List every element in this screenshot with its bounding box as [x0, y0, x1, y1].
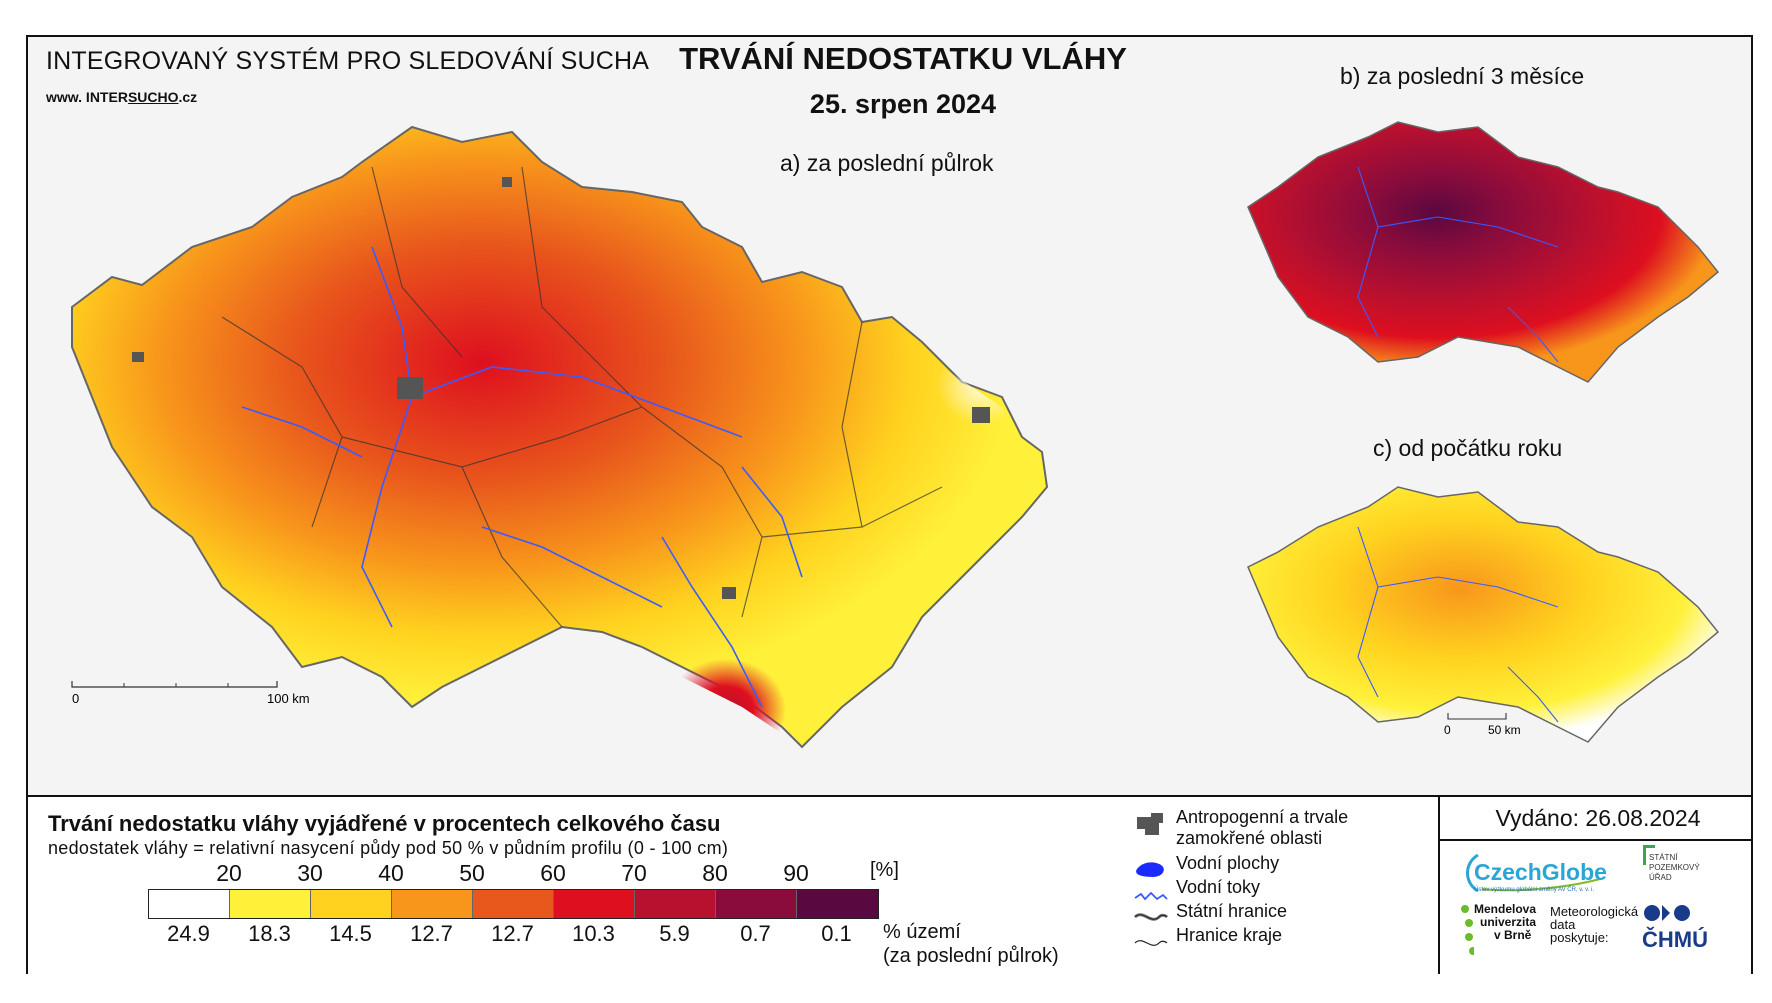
- threshold-label: 20: [216, 860, 242, 886]
- area-percent-value: 24.9: [167, 921, 210, 946]
- ramp-swatch-8: [797, 890, 878, 918]
- spu-mark-icon: [1643, 845, 1655, 865]
- mendelu-line3: v Brně: [1494, 928, 1532, 942]
- map-c-scale-bar: 0 50 km: [1444, 713, 1521, 737]
- ramp-swatch-2: [311, 890, 392, 918]
- website-highlight: SUCHO: [127, 89, 179, 105]
- czechglobe-swoosh-icon: [1466, 853, 1601, 893]
- map-a-scale-bar: 0 100 km: [71, 681, 310, 706]
- state-border-inner-icon: [1134, 914, 1168, 920]
- map-frame: INTEGROVANÝ SYSTÉM PRO SLEDOVÁNÍ SUCHA w…: [26, 35, 1753, 974]
- color-ramp: [148, 889, 879, 919]
- map-a-country-shape: [71, 125, 1049, 749]
- threshold-label: 50: [459, 860, 485, 886]
- map-c-country-shape: [1247, 486, 1720, 743]
- spu-line3: ÚŘAD: [1649, 873, 1672, 882]
- threshold-label: 40: [378, 860, 404, 886]
- water-courses-label: Vodní toky: [1176, 877, 1261, 897]
- region-border-icon: [1134, 940, 1168, 946]
- ramp-swatch-4: [473, 890, 554, 918]
- scale-c-zero: 0: [1444, 723, 1451, 737]
- czechglobe-name: CzechGlobe: [1474, 859, 1607, 885]
- map-b-label: b) za poslední 3 měsíce: [1340, 63, 1585, 89]
- area-percent-value: 12.7: [410, 921, 453, 946]
- region-border-label: Hranice kraje: [1176, 925, 1283, 945]
- chmu-prefix-line2: data: [1550, 917, 1576, 932]
- legend-title: Trvání nedostatku vláhy vyjádřené v proc…: [48, 811, 721, 836]
- area-percent-value: 14.5: [329, 921, 372, 946]
- issued-divider: [1440, 839, 1752, 841]
- scale-c-end: 50 km: [1488, 723, 1521, 737]
- area-percent-label-line2: (za poslední půlrok): [883, 945, 1059, 967]
- water-course-icon: [1134, 891, 1168, 901]
- mendelu-text: Mendelova univerzita v Brně: [1474, 903, 1536, 942]
- area-percent-value: 10.3: [572, 921, 615, 946]
- ramp-swatch-7: [716, 890, 797, 918]
- threshold-label: 80: [702, 860, 728, 886]
- legend-subtitle: nedostatek vláhy = relativní nasycení pů…: [48, 838, 729, 858]
- ramp-swatch-6: [635, 890, 716, 918]
- website-link[interactable]: www. INTERSUCHO.cz: [46, 89, 197, 105]
- water-body-icon: [1136, 862, 1164, 877]
- urban-area-icon: [1137, 813, 1163, 835]
- anthropogenic-label-line1: Antropogenní a trvale: [1176, 807, 1349, 827]
- ramp-swatch-3: [392, 890, 473, 918]
- website-suffix: .cz: [178, 89, 198, 105]
- ramp-swatch-5: [554, 890, 635, 918]
- chmu-provider-text: Meteorologická data poskytuje:: [1550, 905, 1638, 944]
- spu-text: STÁTNÍ POZEMKOVÝ ÚŘAD: [1649, 853, 1700, 883]
- mendelu-line1: Mendelova: [1474, 902, 1537, 916]
- main-title: TRVÁNÍ NEDOSTATKU VLÁHY: [679, 41, 1127, 76]
- anthropogenic-label: Antropogenní a trvale zamokřené oblasti: [1176, 807, 1348, 849]
- issued-date: Vydáno: 26.08.2024: [1495, 805, 1701, 831]
- scale-a-end: 100 km: [267, 691, 310, 706]
- legend-unit: [%]: [870, 859, 899, 881]
- area-percent-value: 0.7: [740, 921, 771, 946]
- area-percent-label: % území (za poslední půlrok): [883, 920, 1059, 968]
- map-a-region-borders: [221, 166, 943, 628]
- area-percent-value: 5.9: [659, 921, 690, 946]
- area-percent-value: 0.1: [821, 921, 852, 946]
- threshold-label: 30: [297, 860, 323, 886]
- threshold-label: 60: [540, 860, 566, 886]
- scale-a-zero: 0: [72, 691, 79, 706]
- map-a-rivers: [241, 246, 803, 708]
- system-title: INTEGROVANÝ SYSTÉM PRO SLEDOVÁNÍ SUCHA: [46, 47, 650, 75]
- map-a-south-moravia-hotspot: [602, 577, 802, 747]
- legend-panel: Trvání nedostatku vláhy vyjádřené v proc…: [28, 795, 1752, 974]
- threshold-label: 90: [783, 860, 809, 886]
- chmu-prefix-line1: Meteorologická: [1550, 904, 1639, 919]
- chmu-prefix-line3: poskytuje:: [1550, 930, 1609, 945]
- area-percent-label-line1: % území: [883, 921, 961, 943]
- map-c-label: c) od počátku roku: [1373, 435, 1563, 461]
- spu-line1: STÁTNÍ: [1649, 853, 1678, 862]
- anthropogenic-label-line2: zamokřené oblasti: [1176, 828, 1323, 848]
- spu-line2: POZEMKOVÝ: [1649, 863, 1700, 872]
- chmu-name: ČHMÚ: [1642, 927, 1708, 952]
- ramp-swatch-1: [230, 890, 311, 918]
- state-border-label: Státní hranice: [1176, 901, 1288, 921]
- mendelu-dots-icon: [1461, 905, 1474, 955]
- website-prefix: www. INTER: [46, 89, 128, 105]
- threshold-label: 70: [621, 860, 647, 886]
- map-a-drought-halfyear: 0 100 km: [71, 125, 1049, 749]
- map-b-drought-3months: [1247, 121, 1720, 383]
- map-a-urban-areas: [132, 177, 990, 599]
- map-b-country-shape: [1247, 121, 1720, 383]
- map-c-drought-year: 0 50 km: [1247, 486, 1720, 743]
- czechglobe-subtext: Ústav výzkumu globální změny AV ČR, v. v…: [1474, 887, 1595, 893]
- map-date: 25. srpen 2024: [809, 89, 997, 119]
- map-a-northeast-lowdrought: [772, 297, 1022, 517]
- legend-divider: [1438, 797, 1440, 974]
- map-a-label: a) za poslední půlrok: [780, 150, 994, 176]
- chmu-mark-icon: [1644, 905, 1690, 921]
- water-bodies-label: Vodní plochy: [1176, 853, 1280, 873]
- area-percent-value: 18.3: [248, 921, 291, 946]
- mendelu-line2: univerzita: [1480, 915, 1537, 929]
- area-percent-value: 12.7: [491, 921, 534, 946]
- symbol-icons: [1133, 813, 1169, 946]
- ramp-swatch-0: [149, 890, 230, 918]
